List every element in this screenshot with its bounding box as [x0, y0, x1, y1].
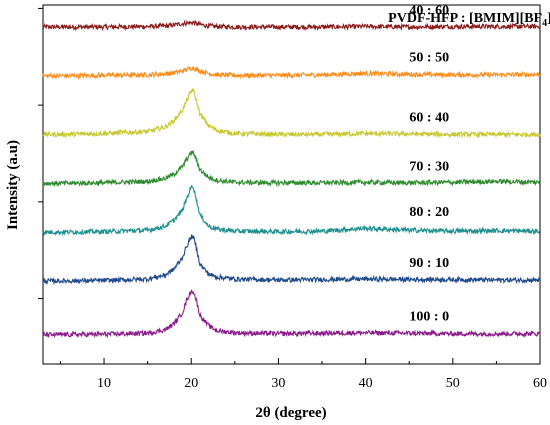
- series-label: 100 : 0: [409, 310, 449, 325]
- series-label: 50 : 50: [409, 50, 449, 65]
- x-tick-label: 60: [533, 376, 547, 391]
- composition-header: PVDF-HFP : [BMIM][BF4]: [388, 11, 550, 29]
- x-tick-label: 20: [184, 376, 198, 391]
- series-line-8020: [42, 185, 541, 237]
- series-layer: [42, 19, 541, 339]
- series-label-layer: 40 : 60 50 : 50 60 : 40 70 : 30 80 : 20 90 : …: [409, 3, 449, 324]
- series-label: 60 : 40: [409, 110, 449, 125]
- x-axis-ticks: 10 20 30 40 50 60: [59, 358, 547, 391]
- series-line-9010: [42, 234, 541, 286]
- series-line-6040: [42, 87, 541, 139]
- x-tick-label: 40: [359, 376, 373, 391]
- header-suffix: ]: [547, 11, 550, 26]
- plot-frame: [42, 4, 541, 365]
- header-prefix: PVDF-HFP : [BMIM][BF: [388, 11, 542, 26]
- series-label: 40 : 60: [409, 3, 449, 18]
- y-axis-ticks: [38, 7, 43, 300]
- series-line-1000: [42, 289, 541, 339]
- series-label: 70 : 30: [409, 159, 449, 174]
- y-axis-title: Intensity (a.u): [5, 140, 21, 230]
- series-line-5050: [42, 66, 541, 80]
- series-line-7030: [42, 150, 541, 188]
- series-line-4060: [42, 19, 541, 32]
- header-subscript: 4: [542, 18, 547, 29]
- series-label: 80 : 20: [409, 205, 449, 220]
- x-tick-label: 30: [271, 376, 285, 391]
- x-tick-label: 10: [97, 376, 111, 391]
- x-axis-title: 2θ (degree): [255, 405, 326, 421]
- series-label: 90 : 10: [409, 256, 449, 271]
- x-tick-label: 50: [446, 376, 460, 391]
